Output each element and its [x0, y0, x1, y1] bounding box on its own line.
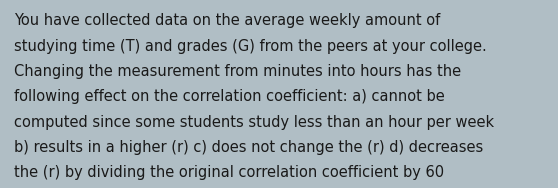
Text: following effect on the correlation coefficient: a) cannot be: following effect on the correlation coef…	[14, 89, 445, 104]
Text: computed since some students study less than an hour per week: computed since some students study less …	[14, 115, 494, 130]
Text: the (r) by dividing the original correlation coefficient by 60: the (r) by dividing the original correla…	[14, 165, 444, 180]
Text: You have collected data on the average weekly amount of: You have collected data on the average w…	[14, 13, 440, 28]
Text: Changing the measurement from minutes into hours has the: Changing the measurement from minutes in…	[14, 64, 461, 79]
Text: b) results in a higher (r) c) does not change the (r) d) decreases: b) results in a higher (r) c) does not c…	[14, 140, 483, 155]
Text: studying time (T) and grades (G) from the peers at your college.: studying time (T) and grades (G) from th…	[14, 39, 487, 54]
